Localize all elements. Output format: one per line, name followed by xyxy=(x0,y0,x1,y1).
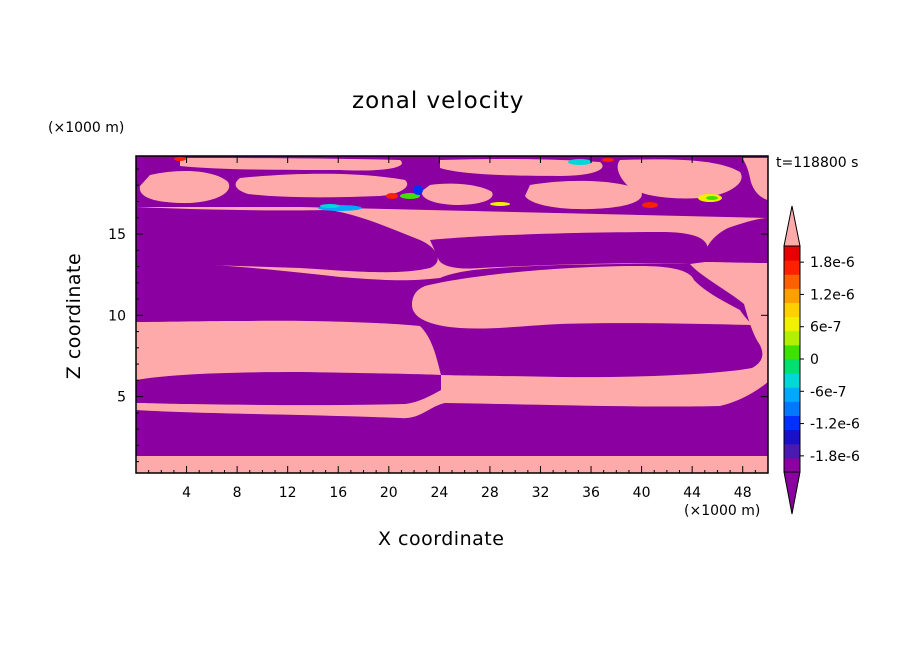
x-tick-label: 36 xyxy=(582,485,600,501)
x-tick-label: 24 xyxy=(430,485,448,501)
y-tick-label: 15 xyxy=(108,227,126,243)
field-region-negative-top-bridge xyxy=(430,232,708,269)
colorbar-segment xyxy=(784,359,800,374)
colorbar-segment xyxy=(784,302,800,318)
x-tick-label: 16 xyxy=(329,485,347,501)
x-tick-label: 40 xyxy=(633,485,651,501)
field-region-negative-top xyxy=(136,207,768,273)
colorbar-segment xyxy=(784,330,800,346)
x-tick-label: 4 xyxy=(182,485,191,501)
y-unit-label: (×1000 m) xyxy=(48,120,125,136)
x-tick-label: 32 xyxy=(532,485,550,501)
colorbar-segment xyxy=(784,457,800,473)
y-tick-label: 10 xyxy=(108,308,126,324)
y-ticks: 5 10 15 xyxy=(108,168,768,463)
colorbar-tick-label: -6e-7 xyxy=(810,384,847,400)
colorbar: 1.8e-6 1.2e-6 6e-7 0 -6e-7 -1.2e-6 -1.8e-6 xyxy=(783,205,860,515)
colorbar-segment xyxy=(784,401,800,416)
colorbar-segment xyxy=(784,387,800,402)
colorbar-over-arrow xyxy=(783,205,801,247)
colorbar-segment xyxy=(784,373,800,388)
field-spot-red-top-1 xyxy=(174,157,186,161)
field-top-lens-8 xyxy=(742,158,768,200)
colorbar-segment xyxy=(784,260,800,275)
colorbar-under-arrow xyxy=(783,471,801,515)
field-top-lens-3 xyxy=(235,173,408,198)
colorbar-tick-label: 1.8e-6 xyxy=(810,255,855,271)
y-tick-label: 5 xyxy=(117,390,126,406)
field-region-negative-lower-left xyxy=(136,372,441,406)
colorbar-tick-label: 0 xyxy=(810,352,819,368)
x-tick-label: 48 xyxy=(734,485,752,501)
field-region-positive-right xyxy=(412,266,752,329)
field-top-lens-1 xyxy=(139,170,230,204)
x-unit-label: (×1000 m) xyxy=(684,503,761,519)
field-top-lens-4 xyxy=(421,183,493,205)
colorbar-segment xyxy=(784,443,800,459)
field-spot-cyan-left xyxy=(320,204,340,208)
colorbar-segment xyxy=(784,246,800,261)
colorbar-tick-label: 6e-7 xyxy=(810,320,841,336)
colorbar-tick-label: -1.2e-6 xyxy=(810,417,860,433)
x-axis-title: X coordinate xyxy=(378,528,505,550)
field-spot-blue-top xyxy=(413,185,423,195)
field-top-lens-6 xyxy=(525,180,642,210)
field-spot-green-top xyxy=(400,193,420,199)
field-spot-red-top-2 xyxy=(602,158,614,162)
field-top-lens-5 xyxy=(440,158,603,176)
field-top-lens-7 xyxy=(617,159,742,199)
field-spot-cyan-top xyxy=(568,159,592,165)
field-region-negative-bottom xyxy=(136,382,768,456)
colorbar-segment xyxy=(784,344,800,360)
field-top-lens-2 xyxy=(180,158,402,171)
field-strip-bottom xyxy=(136,456,768,473)
colorbar-segment xyxy=(784,316,800,332)
x-tick-label: 8 xyxy=(233,485,242,501)
time-label: t=118800 s xyxy=(776,155,859,171)
colorbar-segment xyxy=(784,288,800,303)
x-tick-label: 44 xyxy=(683,485,701,501)
x-ticks: 4 8 12 16 20 24 28 32 36 40 44 48 xyxy=(148,156,756,501)
colorbar-tick-label: -1.8e-6 xyxy=(810,449,860,465)
field-spot-green-right xyxy=(706,196,718,200)
field-transition-spots xyxy=(174,157,722,211)
field-spot-red-left xyxy=(386,193,398,199)
colorbar-tick-label: 1.2e-6 xyxy=(810,287,855,303)
velocity-field xyxy=(136,156,768,473)
colorbar-segment xyxy=(784,415,800,431)
field-spot-red-mid xyxy=(642,202,658,208)
x-tick-label: 20 xyxy=(380,485,398,501)
chart-title: zonal velocity xyxy=(352,88,525,114)
colorbar-segment xyxy=(784,429,800,445)
colorbar-segment xyxy=(784,274,800,289)
x-tick-label: 12 xyxy=(279,485,297,501)
x-tick-label: 28 xyxy=(481,485,499,501)
field-spot-yellow-mid xyxy=(490,202,510,206)
